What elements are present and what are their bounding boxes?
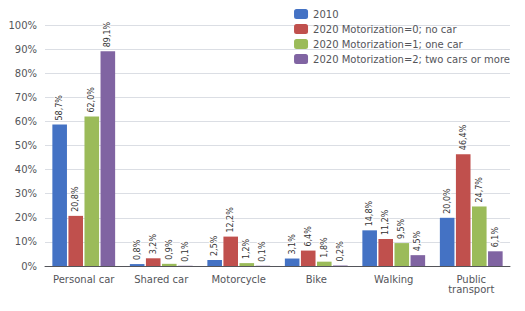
svg-text:10%: 10% <box>15 236 37 247</box>
svg-text:2020 Motorization=1; one car: 2020 Motorization=1; one car <box>313 39 464 50</box>
svg-text:9,5%: 9,5% <box>397 218 406 239</box>
svg-text:60%: 60% <box>15 116 37 127</box>
svg-text:2020 Motorization=0; no car: 2020 Motorization=0; no car <box>313 24 457 35</box>
svg-text:4,5%: 4,5% <box>413 230 422 251</box>
svg-text:6,4%: 6,4% <box>304 226 313 247</box>
svg-text:3,2%: 3,2% <box>149 234 158 255</box>
svg-text:20%: 20% <box>15 212 37 223</box>
svg-text:Public: Public <box>456 273 487 285</box>
svg-text:Shared car: Shared car <box>134 274 189 285</box>
svg-text:3,1%: 3,1% <box>288 234 297 255</box>
svg-text:0,9%: 0,9% <box>165 239 174 260</box>
svg-text:6,1%: 6,1% <box>491 227 500 248</box>
svg-text:Walking: Walking <box>374 274 413 285</box>
svg-text:46,4%: 46,4% <box>459 124 468 150</box>
svg-text:30%: 30% <box>15 188 37 199</box>
svg-text:58,7%: 58,7% <box>55 95 64 121</box>
svg-text:0,1%: 0,1% <box>258 241 267 262</box>
svg-text:80%: 80% <box>15 68 37 79</box>
svg-text:0,2%: 0,2% <box>336 241 345 262</box>
svg-text:transport: transport <box>448 284 494 295</box>
svg-text:0,1%: 0,1% <box>181 241 190 262</box>
svg-text:89,1%: 89,1% <box>103 21 112 47</box>
svg-text:50%: 50% <box>15 140 37 151</box>
svg-text:0,8%: 0,8% <box>133 239 142 260</box>
svg-text:20,8%: 20,8% <box>71 186 80 212</box>
svg-text:100%: 100% <box>8 20 37 31</box>
svg-text:14,8%: 14,8% <box>365 201 374 227</box>
svg-text:1,2%: 1,2% <box>242 238 251 259</box>
svg-text:24,7%: 24,7% <box>475 177 484 203</box>
svg-text:20,0%: 20,0% <box>443 188 452 214</box>
svg-text:40%: 40% <box>15 164 37 175</box>
svg-text:Motorcycle: Motorcycle <box>211 274 266 285</box>
svg-text:Bike: Bike <box>306 274 327 285</box>
svg-text:11,2%: 11,2% <box>381 209 390 235</box>
svg-text:90%: 90% <box>15 44 37 55</box>
svg-text:70%: 70% <box>15 92 37 103</box>
svg-text:2,5%: 2,5% <box>210 235 219 256</box>
svg-text:1,8%: 1,8% <box>320 237 329 258</box>
svg-text:62,0%: 62,0% <box>87 87 96 113</box>
svg-text:2010: 2010 <box>313 9 338 20</box>
svg-text:12,2%: 12,2% <box>226 207 235 233</box>
svg-text:2020 Motorization=2; two cars: 2020 Motorization=2; two cars or more <box>313 54 510 65</box>
svg-text:0%: 0% <box>21 261 37 272</box>
svg-text:Personal car: Personal car <box>53 274 115 285</box>
